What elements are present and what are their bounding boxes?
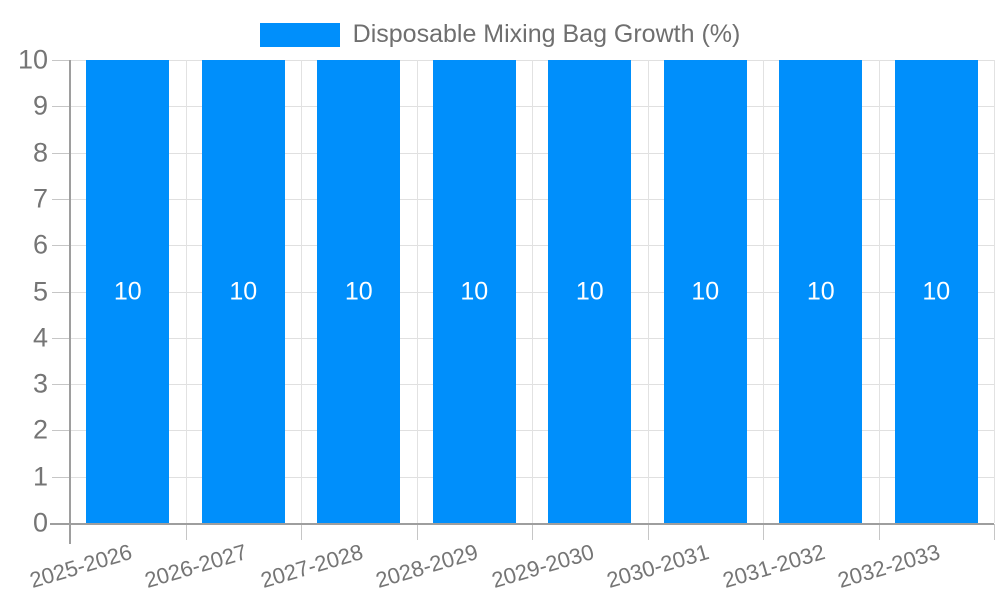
legend-swatch[interactable]	[259, 22, 340, 47]
y-axis-label: 6	[32, 229, 48, 260]
bar-value-label: 10	[806, 277, 835, 305]
y-axis-label: 4	[32, 322, 48, 353]
bar-value-label: 10	[229, 277, 258, 305]
y-axis-label: 2	[32, 414, 48, 445]
y-axis-label: 10	[17, 44, 48, 75]
y-axis-tick	[52, 60, 70, 61]
bar-2029-2030[interactable]: 10	[548, 60, 632, 523]
y-axis-label: 5	[32, 276, 48, 306]
legend-label: Disposable Mixing Bag Growth (%)	[352, 20, 741, 48]
y-axis-tick	[52, 291, 70, 293]
y-axis-tick	[52, 106, 70, 108]
y-axis-label: 8	[32, 137, 48, 168]
bar-value-label: 10	[922, 277, 951, 305]
x-axis-tick	[763, 524, 764, 540]
x-axis-tick	[301, 524, 302, 540]
y-axis-tick	[52, 198, 70, 200]
bar-2026-2027[interactable]: 10	[201, 60, 285, 523]
chart-legend[interactable]: Disposable Mixing Bag Growth (%)	[0, 20, 1000, 49]
bar-2025-2026[interactable]: 10	[86, 60, 170, 523]
v-gridline	[994, 60, 995, 523]
x-axis-tick	[185, 524, 187, 540]
bar-2027-2028[interactable]: 10	[317, 60, 401, 523]
v-gridline	[878, 60, 880, 523]
x-axis-tick	[416, 524, 418, 540]
x-axis-label: 2025-2026	[26, 539, 135, 593]
bar-value-label: 10	[113, 277, 142, 305]
x-axis-label: 2027-2028	[257, 539, 366, 593]
x-axis-baseline	[50, 523, 994, 525]
y-axis-label: 1	[32, 461, 48, 492]
v-gridline	[416, 60, 418, 523]
v-gridline	[532, 60, 533, 523]
bar-value-label: 10	[460, 277, 489, 305]
x-axis-tick	[647, 524, 649, 540]
bar-value-label: 10	[344, 277, 373, 305]
y-axis-label: 3	[32, 368, 48, 399]
x-axis-tick	[532, 524, 533, 540]
y-axis-tick	[52, 384, 70, 386]
v-gridline	[301, 60, 302, 523]
v-gridline	[185, 60, 187, 523]
x-axis-label: 2032-2033	[834, 539, 943, 593]
x-axis-label: 2030-2031	[603, 539, 712, 593]
v-gridline	[763, 60, 764, 523]
x-axis-label: 2026-2027	[141, 539, 250, 593]
y-axis-label: 7	[32, 183, 48, 214]
x-axis-tick	[994, 524, 995, 540]
bar-2032-2033[interactable]: 10	[894, 60, 978, 523]
x-axis-label: 2031-2032	[719, 539, 828, 593]
y-axis-tick	[52, 430, 70, 432]
x-axis-tick	[878, 524, 880, 540]
bar-value-label: 10	[575, 277, 604, 305]
y-axis-tick	[52, 337, 70, 339]
y-axis-label: 9	[32, 90, 48, 121]
y-axis-line	[69, 60, 71, 544]
bar-2031-2032[interactable]: 10	[779, 60, 863, 523]
y-axis-label: 0	[32, 507, 48, 538]
x-axis-label: 2029-2030	[488, 539, 597, 593]
x-axis-label: 2028-2029	[372, 539, 481, 593]
y-axis-tick	[52, 476, 70, 478]
bar-2028-2029[interactable]: 10	[432, 60, 516, 523]
y-axis-tick	[52, 245, 70, 247]
v-gridline	[647, 60, 649, 523]
bar-value-label: 10	[691, 277, 720, 305]
y-axis-tick	[52, 152, 70, 154]
bar-2030-2031[interactable]: 10	[663, 60, 747, 523]
